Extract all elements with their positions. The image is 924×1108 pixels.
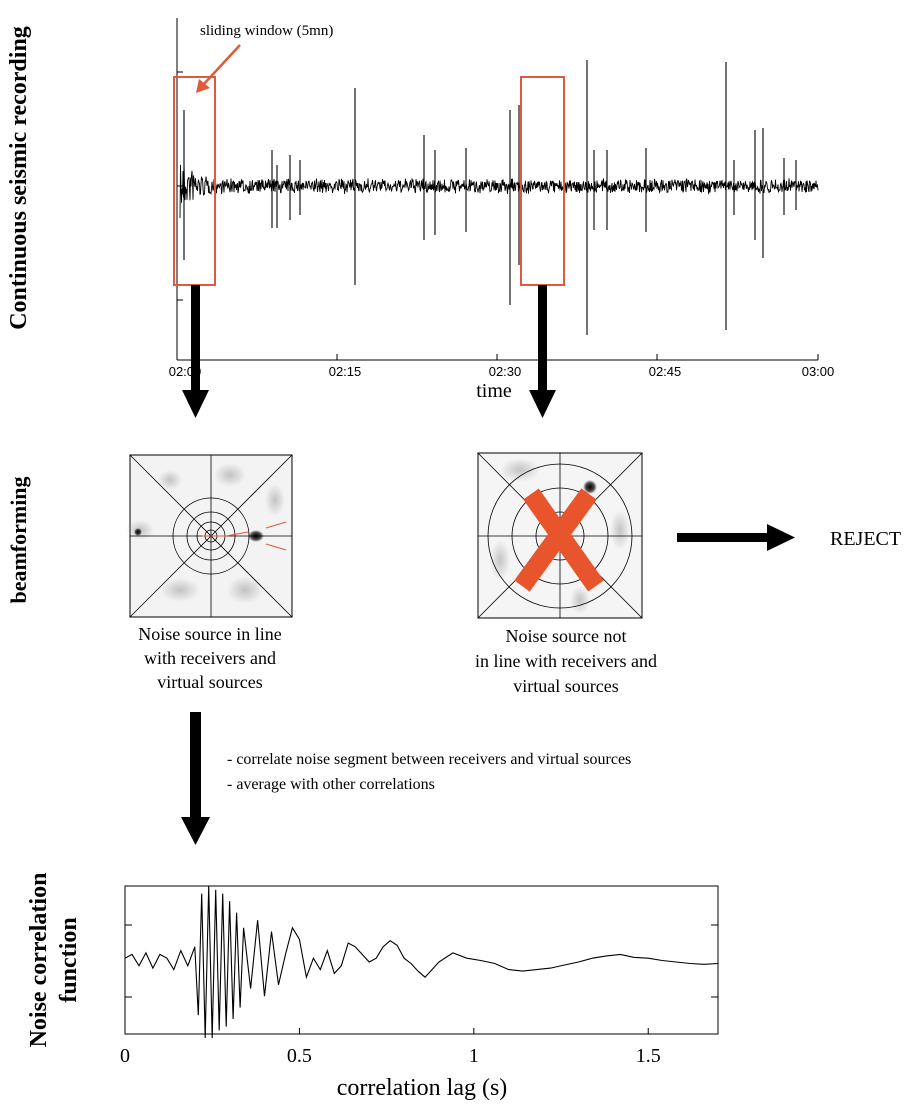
reject-cross-icon	[514, 488, 604, 592]
time-axis-label: time	[476, 380, 512, 402]
sliding-window-annotation: sliding window (5mn)	[200, 23, 333, 39]
noise-source-spot	[583, 480, 597, 494]
beam-plot-rejected	[477, 452, 643, 619]
correlation-x-tick-label: 0	[120, 1045, 130, 1067]
sliding-window-rejected	[520, 76, 565, 286]
correlation-xlabel: correlation lag (s)	[337, 1075, 508, 1101]
correlation-ylabel-line1: Noise correlation	[26, 873, 52, 1048]
rejected-caption-line: Noise source not	[506, 626, 627, 646]
correlation-x-tick-label: 0.5	[287, 1045, 312, 1067]
recording-panel: Continuous seismic recording 02:00 02:15…	[6, 18, 834, 402]
correlation-x-ticks	[124, 1028, 649, 1034]
seismogram-spikes	[183, 60, 797, 335]
flow-arrow-down-2	[529, 285, 556, 418]
correlation-x-tick-label: 1	[469, 1045, 479, 1067]
correlation-ylabel-line2: function	[56, 917, 82, 1002]
processing-step: - correlate noise segment between receiv…	[227, 751, 631, 768]
correlation-y-ticks	[125, 924, 718, 998]
seismogram-trace	[179, 162, 819, 219]
recording-ylabel: Continuous seismic recording	[6, 26, 32, 330]
beamforming-panel: beamforming	[6, 452, 901, 696]
processing-step: - average with other correlations	[227, 776, 435, 793]
rejected-caption-line: virtual sources	[513, 676, 618, 696]
correlation-series-line	[124, 885, 719, 1039]
correlation-x-tick-label: 1.5	[636, 1045, 661, 1067]
accepted-caption-line: Noise source in line	[138, 624, 281, 644]
annotation-arrow	[196, 44, 241, 93]
reject-label: REJECT	[830, 528, 901, 550]
correlation-panel: Noise correlation function 0 0.5 1 1.5 corr…	[26, 873, 719, 1101]
recording-x-ticks	[176, 354, 819, 360]
beam-plot-accepted	[126, 454, 293, 618]
direction-marks	[202, 521, 287, 551]
time-tick-label: 02:30	[489, 364, 522, 379]
time-tick-label: 02:15	[329, 364, 362, 379]
beamforming-ylabel: beamforming	[6, 476, 31, 603]
time-tick-label: 02:45	[649, 364, 682, 379]
rejected-caption-line: in line with receivers and	[475, 651, 657, 671]
flow-arrow-down-1	[182, 285, 209, 418]
time-tick-label: 03:00	[802, 364, 835, 379]
flow-arrow-down-3	[181, 712, 210, 845]
correlation-plot-frame	[124, 885, 719, 1035]
accepted-caption-line: virtual sources	[157, 672, 262, 692]
reject-arrow	[677, 524, 795, 551]
accepted-caption-line: with receivers and	[144, 648, 276, 668]
